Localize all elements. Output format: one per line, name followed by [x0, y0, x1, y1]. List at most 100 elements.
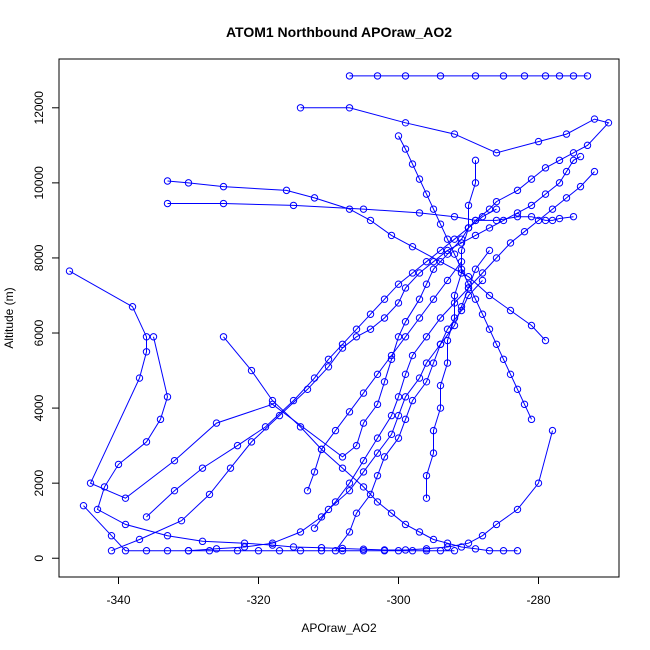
data-point: [401, 520, 410, 529]
series-line: [167, 180, 546, 341]
data-point: [590, 167, 599, 176]
data-point: [121, 494, 130, 502]
data-point: [527, 415, 536, 424]
data-point: [401, 284, 410, 292]
data-point: [485, 547, 494, 555]
series-line: [398, 135, 532, 420]
data-point: [422, 471, 431, 480]
data-point: [338, 464, 347, 472]
data-point: [415, 209, 424, 217]
data-point: [555, 72, 564, 80]
data-point: [478, 532, 487, 540]
data-point: [443, 336, 452, 345]
data-point: [394, 299, 403, 307]
data-point: [457, 246, 466, 255]
data-point: [401, 415, 410, 424]
data-point: [576, 182, 585, 191]
data-point: [541, 216, 550, 225]
y-axis: 0 2000 4000 6000 8000 10000 12000: [32, 91, 60, 562]
data-point: [163, 547, 172, 555]
data-point: [548, 216, 557, 225]
data-point: [163, 199, 172, 208]
data-point: [324, 363, 333, 371]
y-tick-label: 8000: [32, 244, 46, 271]
data-point: [457, 239, 466, 247]
data-point: [282, 186, 291, 195]
data-point: [562, 194, 571, 202]
data-point: [184, 547, 193, 555]
x-tick-label: -300: [386, 593, 410, 607]
data-point: [373, 72, 382, 80]
data-point: [93, 505, 102, 514]
data-point: [436, 246, 445, 255]
data-point: [247, 438, 256, 446]
data-point: [457, 543, 466, 551]
data-point: [443, 276, 452, 285]
series-line: [307, 261, 462, 491]
data-point: [569, 156, 578, 165]
data-point: [492, 149, 501, 157]
data-point: [583, 72, 592, 80]
data-point: [401, 370, 410, 379]
data-point: [198, 537, 207, 546]
data-point: [478, 310, 487, 318]
data-point: [401, 333, 410, 341]
data-point: [443, 543, 452, 551]
data-point: [590, 115, 599, 123]
data-point: [170, 486, 179, 495]
data-point: [226, 464, 235, 472]
data-point: [415, 175, 424, 183]
data-point: [534, 479, 543, 487]
data-point: [303, 486, 312, 495]
data-point: [219, 333, 228, 341]
data-point: [415, 295, 424, 303]
data-point: [569, 212, 578, 221]
data-point: [422, 547, 431, 555]
data-point: [471, 179, 480, 187]
data-point: [142, 348, 151, 356]
data-point: [450, 321, 459, 330]
data-point: [387, 509, 396, 517]
data-point: [527, 201, 536, 210]
data-point: [86, 479, 95, 487]
y-tick-label: 0: [32, 555, 46, 562]
data-point: [541, 164, 550, 172]
data-point: [422, 545, 431, 553]
y-tick-label: 10000: [32, 166, 46, 200]
data-point: [142, 547, 151, 555]
data-point: [79, 501, 88, 510]
data-point: [359, 483, 368, 491]
y-axis-label: Altitude (m): [2, 287, 16, 348]
y-tick-label: 12000: [32, 91, 46, 125]
data-point: [436, 220, 445, 228]
data-point: [436, 547, 445, 555]
data-point: [296, 423, 305, 431]
data-point: [380, 314, 389, 322]
data-point: [317, 547, 326, 555]
data-point: [373, 400, 382, 409]
data-point: [513, 209, 522, 217]
data-point: [366, 490, 375, 499]
data-point: [142, 438, 151, 446]
data-point: [149, 333, 158, 341]
data-point: [471, 295, 480, 303]
data-point: [156, 415, 165, 424]
data-point: [443, 359, 452, 367]
x-axis: -340 -320 -300 -280: [106, 576, 551, 607]
data-point: [394, 434, 403, 442]
data-point: [121, 520, 130, 529]
data-point: [233, 441, 242, 450]
data-point: [373, 370, 382, 379]
series-line: [426, 160, 476, 499]
data-point: [429, 426, 438, 435]
data-point: [408, 242, 417, 251]
data-point: [240, 543, 249, 551]
data-point: [450, 130, 459, 138]
data-point: [205, 490, 214, 499]
data-point: [541, 190, 550, 198]
data-point: [471, 545, 480, 553]
data-point: [520, 400, 529, 409]
data-point: [100, 483, 109, 491]
data-point: [415, 269, 424, 277]
